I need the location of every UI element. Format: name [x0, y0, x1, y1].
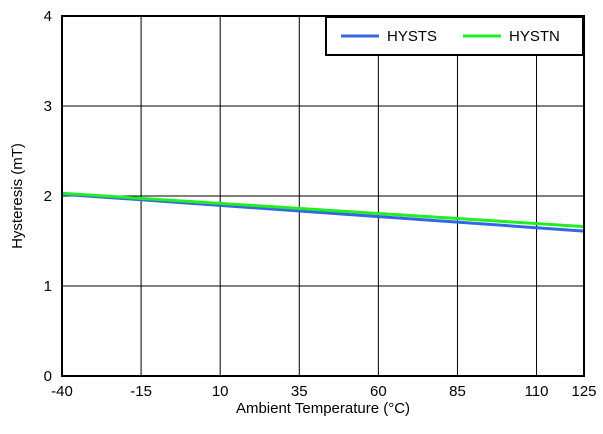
x-tick-label: 85 [449, 383, 466, 400]
grid-layer [62, 16, 584, 376]
y-tick-label: 4 [44, 8, 52, 25]
series-layer [61, 191, 585, 233]
x-tick-label: -40 [51, 383, 73, 400]
y-tick-label: 1 [44, 278, 52, 295]
x-axis-title: Ambient Temperature (°C) [236, 400, 410, 417]
x-tick-label: 125 [571, 383, 596, 400]
x-tick-label: 35 [291, 383, 308, 400]
legend-label-hysts: HYSTS [387, 28, 437, 45]
legend: HYSTS HYSTN [325, 16, 584, 56]
x-tick-label: 60 [370, 383, 387, 400]
tick-labels: -40 -15 10 35 60 85 110 125 0 1 2 3 4 [44, 8, 597, 400]
x-tick-label: -15 [130, 383, 152, 400]
x-tick-label: 10 [212, 383, 229, 400]
y-tick-label: 3 [44, 98, 52, 115]
y-tick-label: 2 [44, 188, 52, 205]
legend-label-hystn: HYSTN [509, 28, 560, 45]
plot-frame [61, 15, 585, 377]
x-tick-label: 110 [525, 383, 549, 400]
y-tick-label: 0 [44, 368, 52, 385]
y-axis-title: Hysteresis (mT) [9, 143, 26, 249]
series-line-hystn [61, 191, 585, 229]
